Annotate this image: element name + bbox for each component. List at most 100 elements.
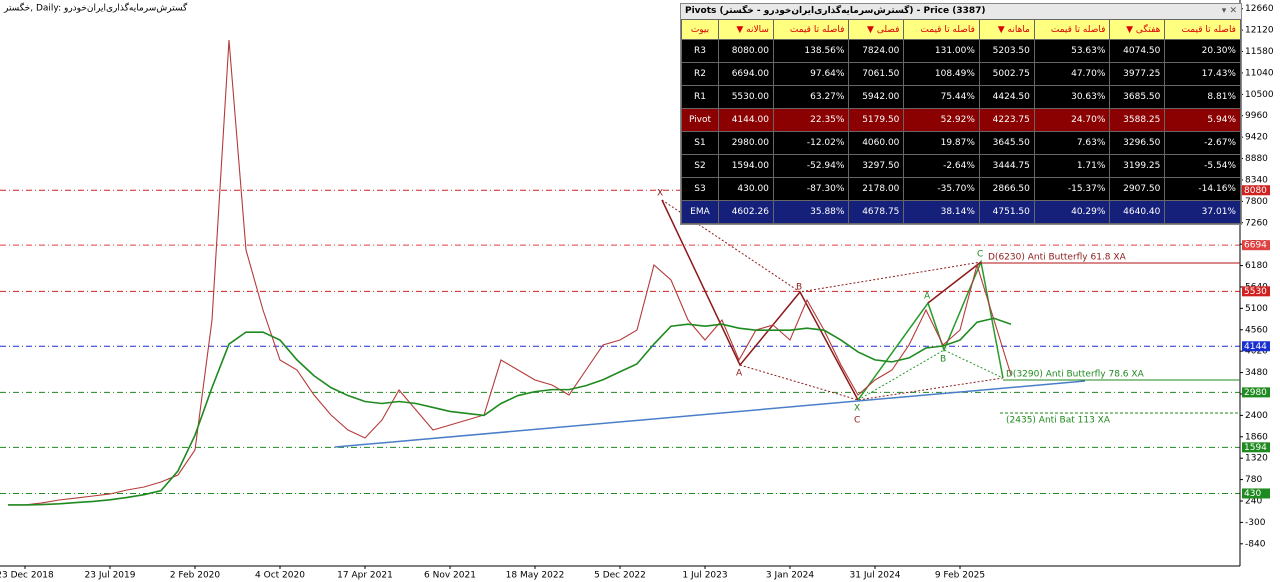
table-cell: 2980.00	[717, 131, 774, 155]
table-cell: 47.70%	[1033, 62, 1111, 86]
x-tick-label: 23 Dec 2018	[0, 571, 54, 581]
header-text: فاصله تا قیمت	[1181, 24, 1236, 35]
pattern-labels: X A B C X A B C D(6230) Anti Butterfly 6…	[657, 189, 1145, 426]
y-tick-label: 3480	[1245, 368, 1268, 378]
y-tick-label: 780	[1245, 475, 1262, 485]
series-line	[8, 317, 1012, 506]
level-label: 430	[1244, 489, 1261, 499]
annotation: B	[940, 355, 946, 365]
annotation: C	[854, 416, 860, 426]
pattern	[857, 259, 1004, 401]
annotation: X	[657, 189, 663, 199]
pattern	[661, 199, 859, 401]
x-tick-label: 31 Jul 2024	[850, 571, 901, 581]
pivot-table: بیوت ▼ سالانه فاصله تا قیمت ▼ فصلی فاصله تا …	[681, 19, 1241, 224]
header-text: بیوت	[690, 24, 710, 35]
y-tick-label: 11580	[1245, 47, 1274, 57]
annotation: (2435) Anti Bat 113 XA	[1006, 416, 1111, 426]
table-row: R2 6694.00 97.64% 7061.50 108.49% 5002.75 47.7…	[681, 62, 1241, 86]
table-cell: 3297.50	[848, 154, 905, 178]
pivot-panel: Pivots (گسترش‌سرمایه‌گذاری‌ایران‌خودرو -…	[680, 3, 1242, 225]
header-text: فاصله تا قیمت	[920, 24, 975, 35]
y-tick-label: 9960	[1245, 111, 1268, 121]
header-text: فاصله تا قیمت	[1050, 24, 1106, 35]
x-tick-label: 1 Jul 2023	[682, 571, 727, 581]
axis-bg	[1240, 0, 1280, 566]
header-cell: فاصله تا قیمت	[1164, 19, 1241, 40]
table-cell: 5530.00	[717, 85, 774, 109]
header-cell: ▼ ماهانه	[978, 19, 1035, 40]
annotation: A	[736, 369, 743, 379]
level-tag	[1242, 240, 1270, 251]
table-cell: 8080.00	[717, 39, 774, 63]
table-cell: 3977.25	[1109, 62, 1166, 86]
table-cell: 4144.00	[717, 108, 774, 132]
sort-icon: ▼	[1126, 24, 1136, 35]
header-cell: بیوت	[681, 19, 719, 40]
table-cell: R3	[681, 39, 719, 63]
y-tick-label: -840	[1245, 539, 1266, 549]
table-row: R1 5530.00 63.27% 5942.00 75.44% 4424.50 30.63…	[681, 85, 1241, 109]
header-text: ماهانه	[1007, 24, 1030, 35]
table-cell: 1.71%	[1033, 154, 1111, 178]
header-text: فاصله تا قیمت	[789, 24, 845, 35]
annotation: A	[924, 292, 931, 302]
table-cell: 5002.75	[978, 62, 1035, 86]
header-cell: فاصله تا قیمت	[772, 19, 850, 40]
pattern	[927, 261, 982, 304]
sort-icon: ▼	[736, 24, 747, 35]
table-cell: -12.02%	[772, 131, 850, 155]
table-cell: -2.67%	[1164, 131, 1241, 155]
table-cell: 5203.50	[978, 39, 1035, 63]
table-cell: 3645.50	[978, 131, 1035, 155]
table-cell: 5942.00	[848, 85, 905, 109]
y-tick-label: 1320	[1245, 454, 1268, 464]
y-tick-label: 4560	[1245, 325, 1268, 335]
header-cell: ▼ فصلی	[848, 19, 905, 40]
table-cell: 5.94%	[1164, 108, 1241, 132]
table-cell: 131.00%	[903, 39, 980, 63]
header-text: هفتگی	[1135, 24, 1161, 35]
y-tick-label: 2400	[1245, 411, 1268, 421]
table-row: S3 430.00 -87.30% 2178.00 -35.70% 2866.50 -15.…	[681, 177, 1241, 201]
annotation: B	[796, 283, 802, 293]
y-tick-label: 1860	[1245, 432, 1268, 442]
series-line	[8, 39, 1012, 506]
header-text: سالانه	[746, 24, 769, 35]
table-row: S2 1594.00 -52.94% 3297.50 -2.64% 3444.75 1.71…	[681, 154, 1241, 178]
table-cell: 138.56%	[772, 39, 850, 63]
table-cell: 19.87%	[903, 131, 980, 155]
table-cell: 2907.50	[1109, 177, 1166, 201]
x-tick-label: 3 Jan 2024	[766, 571, 814, 581]
y-tick-label: 5100	[1245, 304, 1268, 314]
table-cell: -15.37%	[1033, 177, 1111, 201]
table-cell: 5179.50	[848, 108, 905, 132]
panel-buttons[interactable]: ▾ ✕	[1221, 6, 1237, 16]
table-cell: 4678.75	[848, 200, 905, 224]
y-tick-label: 12120	[1245, 26, 1274, 36]
table-cell: 7.63%	[1033, 131, 1111, 155]
table-cell: 4602.26	[717, 200, 774, 224]
table-row: EMA 4602.26 35.88% 4678.75 38.14% 4751.50 40.2…	[681, 200, 1241, 224]
table-cell: S3	[681, 177, 719, 201]
table-row: Pivot 4144.00 22.35% 5179.50 52.92% 4223.75 24…	[681, 108, 1241, 132]
annotation: X	[854, 404, 860, 414]
table-cell: 4223.75	[978, 108, 1035, 132]
table-row: R3 8080.00 138.56% 7824.00 131.00% 5203.50 53.…	[681, 39, 1241, 63]
trend-line	[334, 380, 1086, 448]
y-tick-label: 7800	[1245, 197, 1268, 207]
table-cell: -14.16%	[1164, 177, 1241, 201]
table-cell: 2866.50	[978, 177, 1035, 201]
level-label: 6694	[1244, 241, 1267, 251]
annotation: C	[977, 250, 983, 260]
header-cell: فاصله تا قیمت	[1033, 19, 1111, 40]
y-tick-label: 8880	[1245, 154, 1268, 164]
annotation: D(3290) Anti Butterfly 78.6 XA	[1006, 370, 1145, 380]
table-cell: 35.88%	[772, 200, 850, 224]
y-tick-label: 7260	[1245, 218, 1268, 228]
table-cell: 3296.50	[1109, 131, 1166, 155]
table-cell: 4640.40	[1109, 200, 1166, 224]
level-tag	[1242, 286, 1270, 297]
